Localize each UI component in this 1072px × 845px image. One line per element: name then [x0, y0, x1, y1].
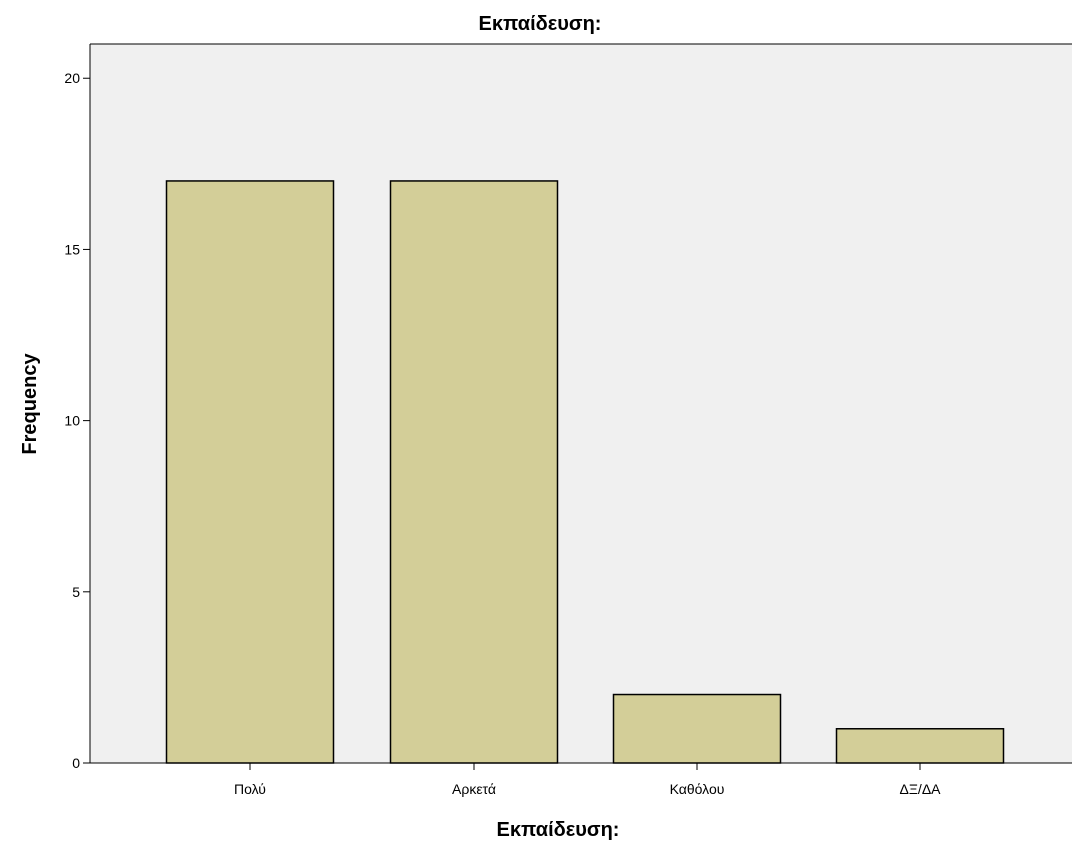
bar-1 — [389, 180, 559, 764]
y-tick-label-0: 0 — [72, 755, 80, 771]
chart-title: Εκπαίδευση: — [479, 13, 602, 35]
x-tick-label-0: Πολύ — [234, 781, 266, 797]
bar-3 — [835, 728, 1005, 764]
x-axis-label: Εκπαίδευση: — [497, 819, 620, 841]
y-tick-label-2: 10 — [64, 413, 80, 429]
y-axis-label: Frequency — [19, 353, 41, 455]
y-ticks-group: 0 5 10 15 20 — [64, 70, 90, 771]
x-ticks-group: Πολύ Αρκετά Καθόλου ΔΞ/ΔΑ — [234, 763, 941, 797]
x-tick-label-1: Αρκετά — [452, 781, 496, 797]
bar-0 — [165, 180, 335, 764]
y-tick-label-3: 15 — [64, 241, 80, 257]
bar-2 — [612, 693, 782, 764]
bars-group — [165, 180, 1005, 764]
x-tick-label-3: ΔΞ/ΔΑ — [899, 781, 941, 797]
y-tick-label-4: 20 — [64, 70, 80, 86]
y-tick-label-1: 5 — [72, 584, 80, 600]
x-tick-label-2: Καθόλου — [670, 781, 725, 797]
